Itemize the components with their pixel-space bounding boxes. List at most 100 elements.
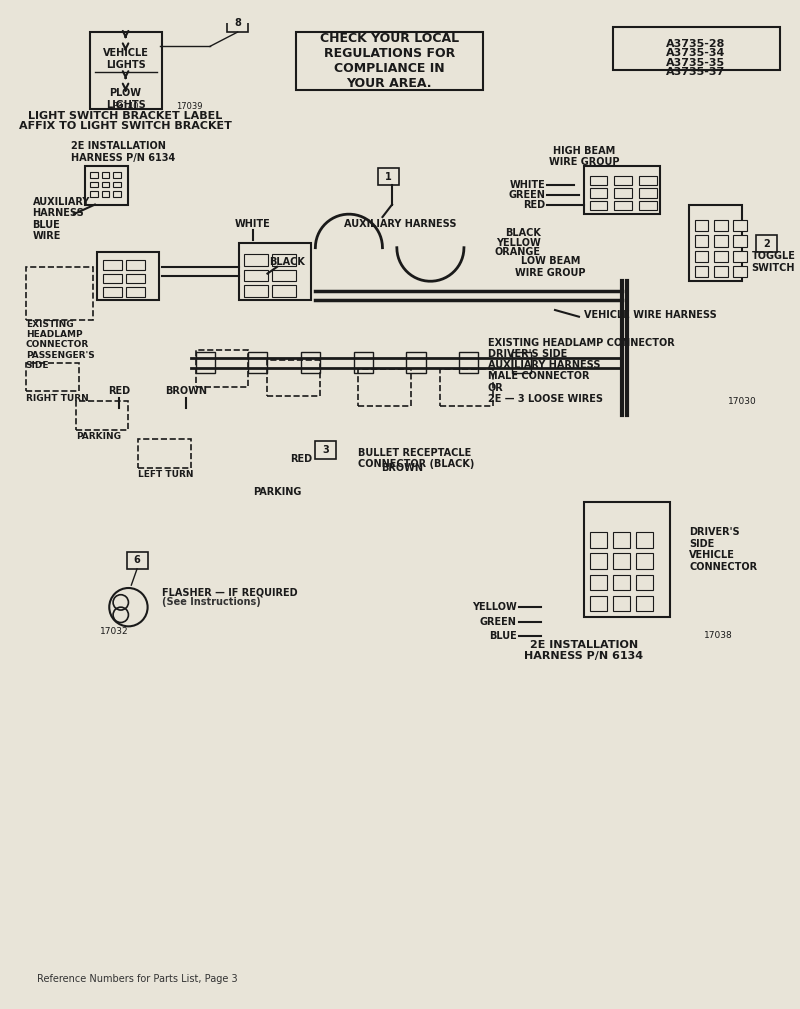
Text: 8: 8	[234, 18, 241, 28]
Text: A3735-35: A3735-35	[666, 58, 726, 68]
Bar	[613, 554, 630, 569]
Text: EXISTING
HEADLAMP
CONNECTOR
PASSENGER'S
SIDE: EXISTING HEADLAMP CONNECTOR PASSENGER'S …	[26, 320, 94, 370]
Text: YELLOW: YELLOW	[472, 602, 517, 612]
Text: BLACK: BLACK	[505, 228, 541, 238]
Text: 17030: 17030	[727, 397, 756, 406]
Text: PLOW
LIGHTS: PLOW LIGHTS	[106, 89, 146, 110]
Bar	[584, 501, 670, 616]
Text: 17039: 17039	[176, 102, 203, 111]
Bar	[590, 176, 606, 186]
Text: GREEN: GREEN	[509, 190, 546, 200]
Bar	[512, 352, 531, 373]
Text: 2E INSTALLATION
HARNESS P/N 6134: 2E INSTALLATION HARNESS P/N 6134	[71, 141, 175, 162]
Bar	[613, 574, 630, 590]
Bar	[315, 441, 337, 459]
Text: RED: RED	[523, 200, 546, 210]
Bar	[272, 269, 296, 282]
Text: BLUE: BLUE	[489, 631, 517, 641]
Bar	[590, 189, 606, 198]
Bar	[690, 205, 742, 282]
Text: EXISTING HEADLAMP CONNECTOR
DRIVER'S SIDE: EXISTING HEADLAMP CONNECTOR DRIVER'S SID…	[488, 338, 674, 359]
Text: A3735-37: A3735-37	[666, 68, 726, 78]
Bar	[126, 287, 145, 297]
Bar	[102, 273, 122, 284]
Bar	[590, 201, 606, 210]
Bar	[86, 166, 129, 205]
Bar	[301, 352, 320, 373]
Bar	[695, 250, 708, 262]
Text: YELLOW: YELLOW	[496, 238, 541, 248]
Text: Reference Numbers for Parts List, Page 3: Reference Numbers for Parts List, Page 3	[38, 974, 238, 984]
Text: (See Instructions): (See Instructions)	[162, 597, 261, 607]
Text: RED: RED	[290, 454, 312, 463]
Text: AUXILIARY HARNESS: AUXILIARY HARNESS	[344, 219, 457, 229]
Bar	[614, 201, 632, 210]
Text: 2: 2	[763, 239, 770, 249]
Text: PARKING: PARKING	[76, 432, 121, 441]
Text: VEHICLE WIRE HARNESS: VEHICLE WIRE HARNESS	[584, 310, 717, 320]
Bar	[76, 401, 129, 430]
Text: 3: 3	[322, 445, 330, 455]
Bar	[245, 254, 268, 266]
Text: LEFT TURN: LEFT TURN	[138, 470, 194, 479]
Bar	[695, 235, 708, 247]
Bar	[734, 250, 746, 262]
Text: AFFIX TO LIGHT SWITCH BRACKET: AFFIX TO LIGHT SWITCH BRACKET	[19, 121, 232, 131]
Bar	[635, 595, 653, 611]
Bar	[90, 32, 162, 109]
Bar	[714, 235, 727, 247]
Bar	[227, 15, 248, 32]
Bar	[113, 172, 121, 178]
Bar	[590, 554, 606, 569]
Bar	[102, 172, 110, 178]
Bar	[126, 552, 148, 569]
Bar	[90, 191, 98, 197]
Text: BLACK: BLACK	[269, 257, 305, 267]
Bar	[734, 220, 746, 231]
Text: DRIVER'S
SIDE
VEHICLE
CONNECTOR: DRIVER'S SIDE VEHICLE CONNECTOR	[690, 528, 758, 572]
Bar	[756, 235, 778, 252]
Text: 2E INSTALLATION
HARNESS P/N 6134: 2E INSTALLATION HARNESS P/N 6134	[524, 640, 643, 661]
Bar	[590, 595, 606, 611]
Text: HIGH BEAM
WIRE GROUP: HIGH BEAM WIRE GROUP	[549, 146, 619, 167]
Text: VEHICLE
LIGHTS: VEHICLE LIGHTS	[102, 48, 149, 70]
Text: 1: 1	[385, 172, 391, 182]
Bar	[26, 266, 93, 320]
Text: WHITE: WHITE	[510, 181, 546, 191]
Text: GREEN: GREEN	[480, 616, 517, 627]
Bar	[26, 362, 78, 391]
Bar	[614, 189, 632, 198]
Bar	[613, 533, 630, 548]
Text: AUXILIARY HARNESS
MALE CONNECTOR
OR
2E — 3 LOOSE WIRES: AUXILIARY HARNESS MALE CONNECTOR OR 2E —…	[488, 359, 603, 405]
Text: AUXILIARY
HARNESS
BLUE
WIRE: AUXILIARY HARNESS BLUE WIRE	[33, 197, 90, 241]
Bar	[90, 172, 98, 178]
Bar	[245, 269, 268, 282]
Bar	[126, 273, 145, 284]
Bar	[138, 439, 190, 468]
Bar	[614, 176, 632, 186]
Text: FLASHER — IF REQUIRED: FLASHER — IF REQUIRED	[162, 588, 298, 597]
Bar	[714, 266, 727, 277]
Bar	[102, 182, 110, 188]
Bar	[459, 352, 478, 373]
Text: BULLET RECEPTACLE
CONNECTOR (BLACK): BULLET RECEPTACLE CONNECTOR (BLACK)	[358, 448, 475, 469]
Text: BROWN: BROWN	[165, 386, 207, 397]
Bar	[102, 287, 122, 297]
Text: PARKING: PARKING	[253, 487, 302, 497]
Bar	[590, 574, 606, 590]
Bar	[126, 260, 145, 269]
Bar	[97, 252, 159, 301]
Text: LOW BEAM
WIRE GROUP: LOW BEAM WIRE GROUP	[515, 256, 586, 277]
Bar	[639, 189, 657, 198]
Bar	[272, 286, 296, 297]
Text: A3735-28: A3735-28	[666, 38, 726, 48]
Bar	[113, 182, 121, 188]
Bar	[195, 350, 248, 386]
Bar	[613, 27, 780, 71]
Bar	[639, 176, 657, 186]
Bar	[102, 191, 110, 197]
Text: RIGHT TURN: RIGHT TURN	[26, 394, 89, 403]
Bar	[695, 266, 708, 277]
Bar	[245, 286, 268, 297]
Bar	[639, 201, 657, 210]
